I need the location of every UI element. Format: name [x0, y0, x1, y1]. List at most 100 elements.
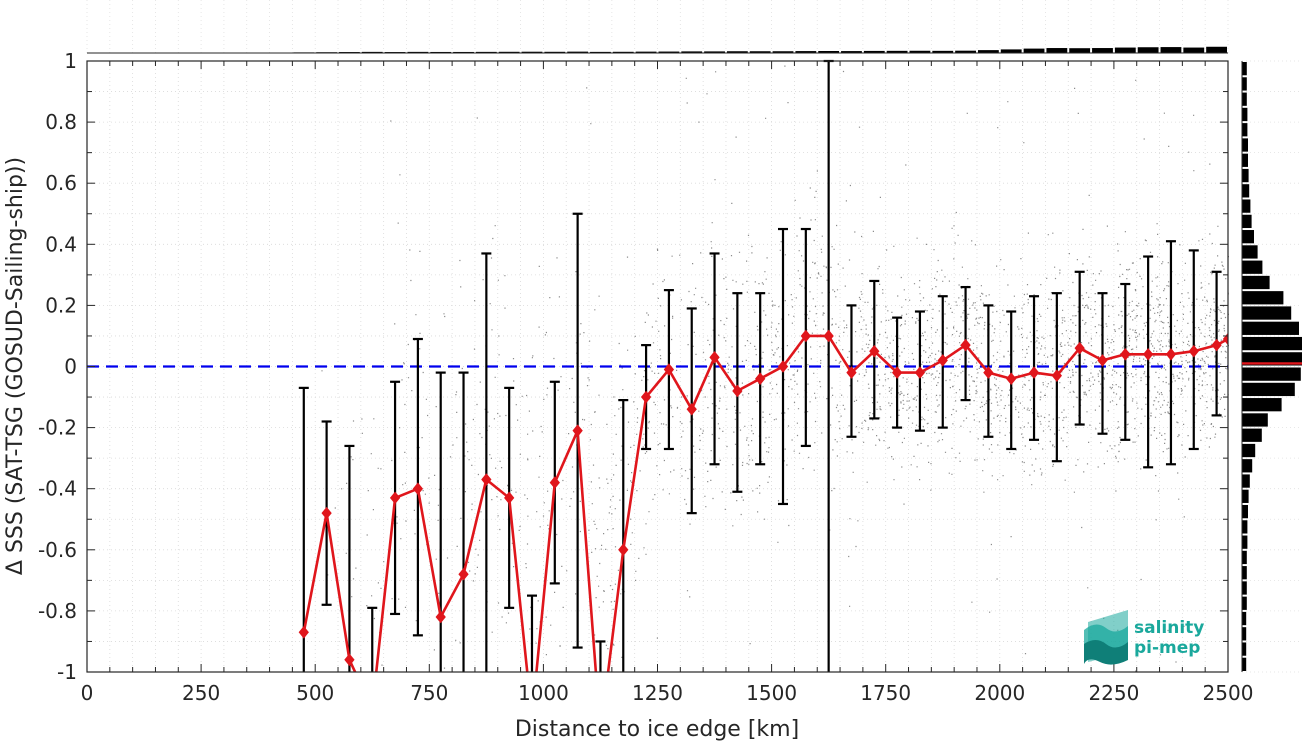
- right-hist-bar: [1242, 352, 1302, 366]
- top-hist-bar: [795, 51, 817, 53]
- mean-point: [504, 491, 515, 505]
- error-bar: [1120, 282, 1131, 441]
- right-hist-bar: [1242, 123, 1248, 137]
- right-hist-bar: [1242, 199, 1251, 213]
- mean-point: [640, 390, 652, 404]
- mean-point: [732, 384, 743, 398]
- x-tick-label: 2000: [974, 681, 1025, 705]
- right-hist-bar: [1242, 428, 1262, 442]
- mean-point: [368, 703, 377, 714]
- y-tick-label: 1: [64, 49, 77, 73]
- mean-point: [1120, 347, 1131, 361]
- right-hist-bar: [1242, 77, 1247, 91]
- mean-point: [1028, 366, 1040, 379]
- top-hist-bar: [1206, 46, 1227, 53]
- right-hist-bar: [1242, 138, 1248, 152]
- mean-point: [800, 329, 811, 343]
- top-hist-bar: [521, 51, 543, 53]
- right-hist-bar: [1242, 321, 1299, 335]
- mean-point: [777, 360, 789, 373]
- top-hist-bar: [590, 51, 611, 53]
- top-hist-bar: [407, 51, 429, 53]
- right-hist-bar: [1242, 535, 1248, 549]
- y-tick-label: -1: [57, 660, 77, 684]
- right-hist-bar: [1242, 581, 1247, 595]
- top-hist-bar: [498, 51, 520, 53]
- mean-point: [960, 338, 971, 352]
- mean-point: [1051, 369, 1062, 382]
- right-hist-bar: [1242, 413, 1268, 427]
- right-hist-bar: [1242, 260, 1263, 274]
- x-tick-label: 2250: [1088, 681, 1139, 705]
- mean-point: [869, 344, 880, 358]
- right-hist-bar: [1242, 230, 1254, 244]
- mean-point: [1165, 347, 1177, 361]
- error-bar: [618, 399, 629, 672]
- x-tick-label: 1250: [632, 681, 683, 705]
- top-hist-bar: [863, 50, 885, 53]
- right-hist-bar: [1242, 550, 1247, 565]
- mean-point: [549, 476, 560, 489]
- y-tick-label: 0.6: [45, 171, 77, 195]
- mean-point: [1188, 344, 1199, 358]
- y-tick-label: 0.2: [45, 293, 77, 317]
- mean-point: [481, 473, 492, 486]
- top-hist-bar: [1092, 48, 1113, 53]
- mean-point: [344, 653, 355, 667]
- mean-point: [572, 424, 583, 437]
- top-hist-bar: [1114, 47, 1136, 53]
- top-hist-bar: [1069, 48, 1091, 53]
- logo-wave-icon: [1084, 610, 1128, 665]
- mean-point: [755, 372, 766, 386]
- mean-point: [321, 506, 332, 520]
- mean-point: [389, 491, 401, 505]
- right-hist-bar: [1242, 642, 1247, 656]
- right-hist-bar: [1242, 168, 1249, 183]
- axes: 0 250 500 750 1000 1250 1500 1750 2000 2250 2500 1 0…: [38, 49, 1253, 705]
- x-tick-label: 1750: [860, 681, 911, 705]
- top-hist-bar: [772, 51, 794, 53]
- right-histogram: [1241, 60, 1302, 673]
- x-tick-label: 2500: [1203, 681, 1254, 705]
- top-hist-bar: [977, 50, 999, 53]
- right-hist-bar: [1242, 474, 1250, 488]
- y-tick-label: -0.2: [38, 416, 77, 440]
- top-hist-bar: [430, 51, 452, 53]
- right-hist-bar: [1242, 611, 1247, 626]
- top-hist-bar: [841, 51, 862, 53]
- mean-series: [298, 329, 1228, 714]
- mean-point: [686, 402, 697, 416]
- mean-point: [891, 366, 903, 379]
- top-hist-bar: [1023, 48, 1045, 53]
- mean-point: [412, 482, 424, 495]
- top-hist-bar: [704, 51, 725, 53]
- x-tick-label: 250: [182, 681, 220, 705]
- mean-point: [983, 366, 994, 379]
- y-tick-label: -0.6: [38, 538, 77, 562]
- right-hist-bar: [1242, 520, 1248, 534]
- right-hist-bar: [1242, 566, 1247, 580]
- mean-point: [618, 543, 629, 557]
- error-bar: [367, 606, 378, 672]
- salinity-pimep-logo: salinity pi-mep: [1084, 610, 1204, 665]
- mean-point: [1097, 354, 1108, 367]
- mean-line: [302, 334, 1228, 672]
- mean-point: [458, 567, 469, 581]
- error-bar: [458, 371, 469, 672]
- mean-point: [1211, 338, 1222, 352]
- mean-point: [1006, 372, 1017, 386]
- right-hist-bar: [1242, 275, 1270, 290]
- mean-line-group: [298, 329, 1228, 714]
- right-hist-bar: [1242, 367, 1301, 381]
- right-hist-bar: [1242, 107, 1248, 122]
- x-tick-label: 0: [81, 681, 94, 705]
- top-hist-bar: [635, 51, 657, 53]
- right-hist-bar: [1242, 657, 1247, 671]
- mean-point: [823, 329, 834, 343]
- top-hist-bar: [909, 50, 931, 53]
- y-tick-label: 0: [64, 355, 77, 379]
- mean-point: [709, 351, 720, 364]
- right-hist-bar: [1242, 504, 1248, 519]
- right-hist-bar: [1242, 459, 1253, 473]
- x-tick-label: 1500: [746, 681, 797, 705]
